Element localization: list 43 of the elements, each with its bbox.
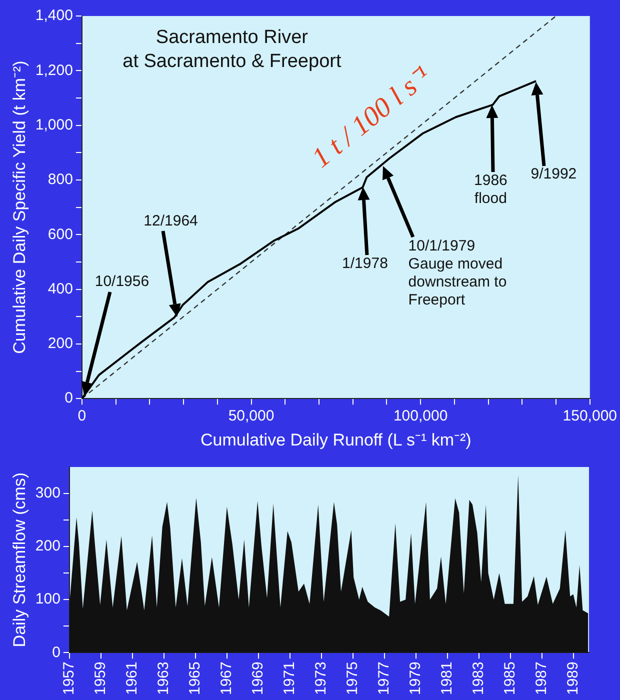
annotation: 9/1992 <box>530 166 577 183</box>
x-tick-label: 1987 <box>532 662 550 696</box>
x-tick-label: 1981 <box>438 662 456 696</box>
x-tick-label: 1983 <box>470 662 487 696</box>
y-tick-label: 0 <box>52 644 60 661</box>
y-axis-title: Daily Streamflow (cms) <box>10 472 29 648</box>
x-tick-label: 1971 <box>280 662 298 696</box>
y-tick-label: 200 <box>48 335 73 352</box>
text: Sacramento River at Sacramento & Freeport <box>122 27 342 72</box>
x-tick-label: 0 <box>78 408 86 425</box>
x-axis-title: Cumulative Daily Runoff (L s⁻¹ km⁻²) <box>200 430 472 450</box>
y-tick-label: 1,400 <box>35 7 73 24</box>
x-tick-label: 1969 <box>250 662 267 696</box>
x-tick-label: 1985 <box>501 662 518 696</box>
y-tick-label: 800 <box>48 171 73 188</box>
x-tick-label: 1963 <box>155 662 172 696</box>
x-tick-label: 1957 <box>60 662 78 696</box>
x-tick-label: 1967 <box>218 662 236 696</box>
x-tick-label: 100,000 <box>393 408 448 425</box>
y-tick-label: 1,000 <box>35 116 73 134</box>
annotation: 10/1956 <box>94 272 150 290</box>
annotation: 12/1964 <box>144 212 198 230</box>
x-tick-label: 1961 <box>124 662 141 696</box>
annotation: 1/1978 <box>342 254 388 272</box>
annotation: 1986 flood <box>474 172 508 207</box>
y-tick-label: 200 <box>35 538 60 555</box>
y-tick-label: 300 <box>35 484 60 502</box>
y-tick-label: 100 <box>35 590 60 608</box>
y-tick-label: 400 <box>48 280 73 298</box>
annotation: 10/1/1979 Gauge moved downstream to Freeport <box>408 237 507 308</box>
x-tick-label: 1973 <box>312 662 330 696</box>
y-tick-label: 1,200 <box>35 62 73 79</box>
x-tick-label: 1959 <box>92 662 110 696</box>
x-tick-label: 150,000 <box>562 408 618 425</box>
x-tick-label: 1977 <box>375 662 392 696</box>
x-tick-label: 1989 <box>564 662 582 696</box>
y-tick-label: 600 <box>48 226 73 243</box>
x-tick-label: 50,000 <box>228 408 274 425</box>
y-tick-label: 0 <box>64 390 73 407</box>
x-tick-label: 1975 <box>344 662 361 696</box>
y-axis-title: Cumulative Daily Specific Yield (t km⁻²) <box>10 60 29 354</box>
x-tick-label: 1965 <box>186 662 204 696</box>
x-tick-label: 1979 <box>406 662 424 696</box>
